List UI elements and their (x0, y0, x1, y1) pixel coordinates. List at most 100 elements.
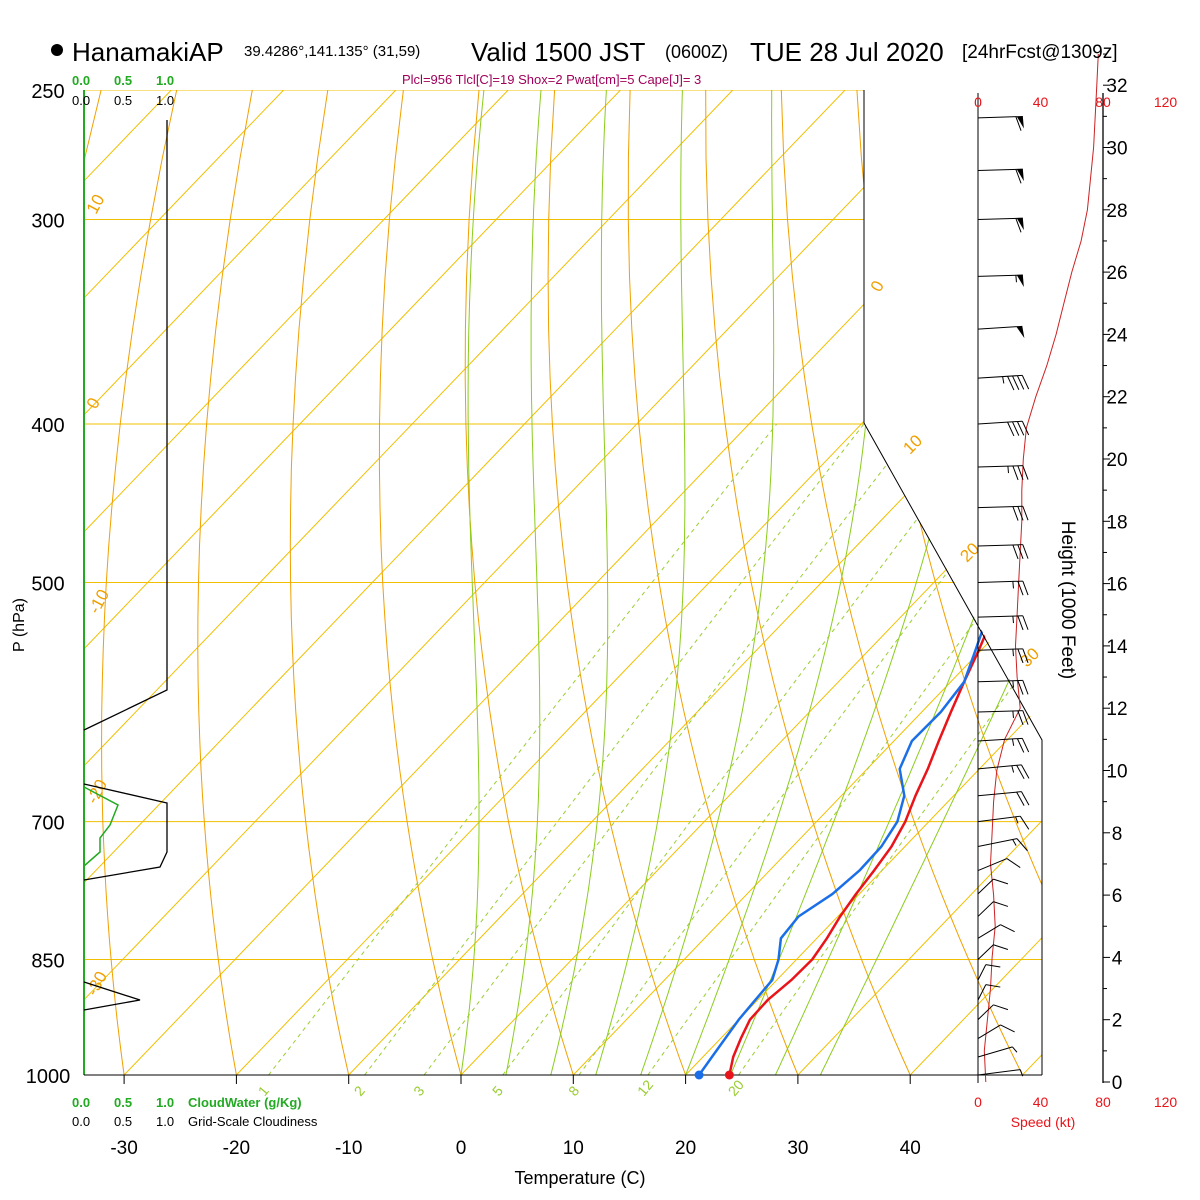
speed-tick-top-0: 0 (974, 94, 982, 110)
wind-barb-flag (1000, 1024, 1015, 1033)
wind-barb-half-flag (1019, 1069, 1024, 1077)
wind-barb-shaft (977, 791, 1022, 797)
wind-barb-flag (1000, 924, 1015, 933)
station-name: HanamakiAP (72, 37, 224, 67)
height-tick-14: 14 (1106, 637, 1128, 658)
mixing-ratio-label-2: 2 (351, 1083, 368, 1099)
wind-barb-flag (1022, 680, 1029, 695)
wind-barb-flag (1017, 710, 1024, 725)
wind-barb-shaft (977, 924, 1001, 939)
wind-barb-flag (1021, 375, 1030, 390)
wind-barb (977, 964, 1001, 981)
dry-adiabat-0 (378, 90, 462, 1075)
adiabat-label-2: -10 (85, 586, 113, 617)
wind-barb-shaft (977, 944, 994, 960)
wind-barb-flag (1006, 858, 1021, 868)
speed-tick-top-120: 120 (1154, 94, 1178, 110)
wind-barb-flag (1016, 838, 1028, 852)
wind-barb-shaft (977, 679, 1023, 683)
dry-adiabat--30 (101, 90, 178, 1075)
wind-barb (977, 737, 1030, 753)
wind-barb (977, 1024, 1015, 1039)
wind-barb-half-flag (1012, 680, 1014, 688)
height-tick-8: 8 (1112, 824, 1123, 845)
moist-adiabat-4 (505, 90, 542, 1075)
wind-barb-flag (1012, 465, 1019, 481)
moist-adiabat-12 (595, 90, 686, 1075)
isotherm-30 (797, 820, 1042, 1075)
y-axis-title: P (hPa) (11, 598, 28, 652)
wind-barb (977, 944, 1009, 960)
dry-adiabat-30 (627, 90, 799, 1075)
height-tick-6: 6 (1112, 886, 1123, 907)
x-axis-title: Temperature (C) (514, 1168, 645, 1188)
cloudiness-upper (83, 120, 168, 731)
wind-barb-flag (1012, 375, 1020, 390)
isotherm--100 (84, 90, 284, 299)
wind-barb (977, 710, 1029, 725)
wind-barb-flag (1015, 218, 1022, 233)
wind-barb-flag (1016, 738, 1025, 753)
wind-barb-flag (985, 964, 1001, 968)
wind-barb-shaft (977, 420, 1023, 425)
height-tick-26: 26 (1106, 263, 1127, 284)
dry-adiabat-90 (1084, 90, 1200, 1075)
valid-date: TUE 28 Jul 2020 (750, 37, 944, 67)
isotherm--60 (84, 90, 734, 767)
valid-time: Valid 1500 JST (471, 37, 646, 67)
cloudiness-mid (83, 783, 168, 881)
wind-barb (977, 764, 1030, 780)
wind-barb (977, 858, 1021, 872)
speed-axis-title: Speed (kt) (1011, 1114, 1076, 1130)
wind-barb-flag (1022, 710, 1029, 725)
wind-barb-half-flag (1012, 616, 1014, 624)
wind-barb-shaft (977, 505, 1023, 509)
wind-barb-flag (1015, 169, 1022, 184)
wind-barb-shaft (977, 115, 1023, 119)
mixing-ratio-5 (502, 423, 990, 1075)
wind-barb-half-flag (1002, 376, 1005, 384)
wind-barb-shaft (977, 217, 1023, 221)
cloud-water-scale-top: 0.0 0.5 1.0 (72, 73, 174, 88)
wind-barb-flag (1022, 580, 1029, 596)
cw-bot-2: 1.0 (156, 1095, 174, 1110)
wind-barb-shaft (977, 737, 1023, 742)
height-tick-2: 2 (1112, 1011, 1123, 1032)
wind-barb-flag (993, 878, 1009, 885)
isotherm-0 (460, 469, 1042, 1075)
pressure-tick-500: 500 (31, 574, 64, 596)
wind-barb-flag (1015, 116, 1022, 131)
height-tick-20: 20 (1106, 450, 1127, 471)
height-tick-18: 18 (1106, 512, 1127, 533)
wind-barb (977, 615, 1029, 631)
temp-tick--20: -20 (223, 1138, 250, 1159)
moist-adiabat-0 (460, 90, 485, 1075)
wind-barb-shaft (977, 878, 994, 895)
wind-barb-shaft (977, 858, 1008, 872)
mixing-ratio-1 (268, 423, 778, 1075)
wind-barb (977, 465, 1029, 481)
wind-barb-half-flag (1012, 839, 1017, 846)
cloud-water-label: CloudWater (g/Kg) (188, 1095, 302, 1110)
temp-tick--10: -10 (335, 1138, 362, 1159)
moist-adiabat-16 (640, 90, 775, 1075)
wind-barb-flag (1017, 506, 1024, 521)
utc-time: (0600Z) (665, 42, 728, 62)
dry-adiabat--50 (0, 90, 26, 1075)
wind-barb (977, 648, 1029, 664)
wind-barb-half-flag (1012, 710, 1014, 718)
wind-barb (977, 1046, 1018, 1058)
wind-barb-shaft (977, 964, 987, 981)
cl-top-2: 1.0 (156, 93, 174, 108)
wind-barb-shaft (977, 168, 1023, 172)
station-dot-icon (51, 44, 63, 56)
pressure-tick-700: 700 (31, 813, 64, 835)
mixing-ratio-label-12: 12 (634, 1077, 656, 1099)
speed-tick-top-40: 40 (1033, 94, 1049, 110)
cloudiness-label: Grid-Scale Cloudiness (188, 1114, 318, 1129)
wind-barb-half-flag (1011, 765, 1015, 773)
wind-barb-flag (1021, 791, 1030, 806)
wind-barb (977, 924, 1015, 939)
pressure-tick-250: 250 (31, 81, 64, 103)
pressure-tick-1000: 1000 (26, 1066, 71, 1088)
